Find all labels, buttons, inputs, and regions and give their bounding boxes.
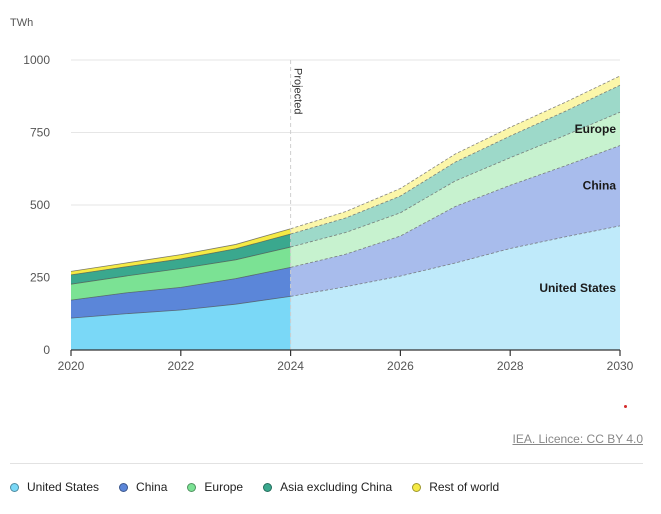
legend-swatch-icon: [187, 482, 197, 492]
legend-item-rest-of-world[interactable]: Rest of world: [412, 480, 499, 494]
line-rest-of-world-projected: [290, 75, 621, 230]
y-tick-label: 750: [30, 126, 50, 140]
legend-label: United States: [27, 480, 100, 494]
legend-item-united-states[interactable]: United States: [10, 480, 99, 494]
area-rest-of-world-projected: [290, 75, 620, 234]
area-asia-excluding-china-projected: [290, 85, 620, 248]
area-china-historical: [71, 267, 291, 319]
x-tick-label: 2028: [497, 359, 524, 373]
legend: United States China Europe Asia excluding C…: [10, 480, 519, 494]
line-china-historical: [70, 266, 291, 301]
series-areas: [70, 75, 621, 350]
x-tick-label: 2020: [58, 359, 85, 373]
legend-item-asia-excluding-china[interactable]: Asia excluding China: [263, 480, 392, 494]
legend-label: Rest of world: [429, 480, 500, 494]
projection-label: Projected: [292, 68, 304, 114]
y-tick-label: 500: [30, 198, 50, 212]
series-annotation: China: [583, 179, 617, 193]
legend-swatch-icon: [119, 482, 129, 492]
legend-label: Europe: [204, 480, 244, 494]
stacked-area-chart: TWh 0 250 500 750 1000 Projected 2020 2022 2024 20…: [10, 17, 634, 373]
x-tick-label: 2026: [387, 359, 414, 373]
line-asia-excluding-china-historical: [70, 233, 291, 276]
line-asia-excluding-china-projected: [290, 84, 621, 235]
series-labels: United States China Europe: [539, 122, 616, 295]
legend-swatch-icon: [263, 482, 273, 492]
series-annotation: Europe: [575, 122, 617, 136]
line-europe-projected: [290, 111, 621, 248]
legend-swatch-icon: [412, 482, 422, 492]
y-tick-label: 0: [43, 343, 50, 357]
y-unit-label: TWh: [10, 17, 33, 29]
line-united-states-historical: [70, 295, 291, 319]
legend-item-china[interactable]: China: [119, 480, 167, 494]
legend-label: Asia excluding China: [280, 480, 393, 494]
axes: TWh 0 250 500 750 1000 Projected 2020 2022 2024 20…: [10, 17, 634, 373]
legend-label: China: [136, 480, 168, 494]
area-europe-historical: [71, 247, 291, 301]
area-china-projected: [290, 145, 620, 297]
x-tick-label: 2024: [277, 359, 304, 373]
source-link[interactable]: IEA. Licence: CC BY 4.0: [512, 432, 643, 446]
legend-swatch-icon: [10, 482, 19, 492]
marker-dot: [624, 405, 627, 408]
legend-divider: [10, 463, 643, 464]
x-tick-label: 2022: [167, 359, 194, 373]
y-tick-label: 250: [30, 271, 50, 285]
line-united-states-projected: [290, 225, 621, 297]
area-united-states-historical: [71, 296, 291, 350]
series-annotation: United States: [539, 281, 616, 295]
area-united-states-projected: [290, 225, 620, 350]
area-europe-projected: [290, 112, 620, 268]
line-europe-historical: [70, 246, 291, 285]
line-china-projected: [290, 145, 621, 268]
line-rest-of-world-historical: [70, 228, 291, 272]
x-tick-label: 2030: [607, 359, 634, 373]
y-tick-label: 1000: [23, 53, 50, 67]
legend-item-europe[interactable]: Europe: [187, 480, 243, 494]
